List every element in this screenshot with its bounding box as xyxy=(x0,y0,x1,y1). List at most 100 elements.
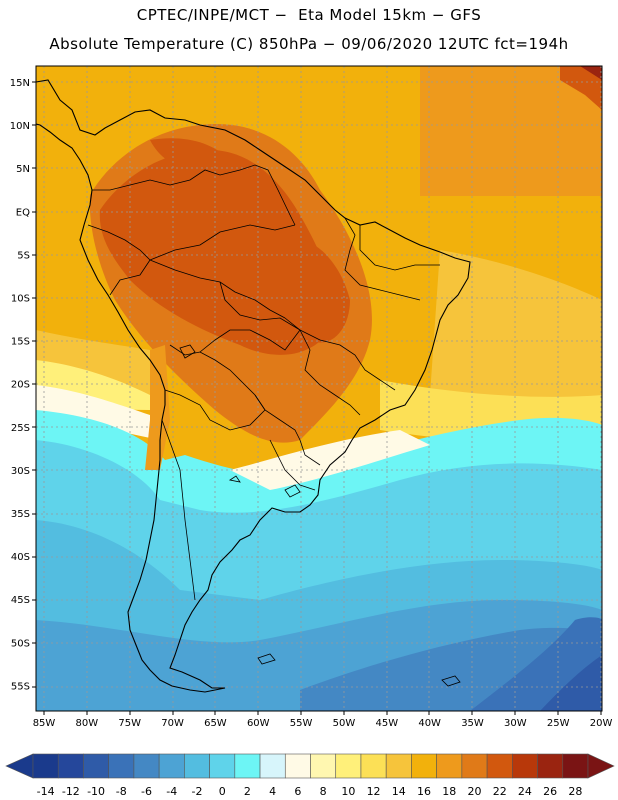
field-atlantic-yellow xyxy=(430,250,602,406)
lat-label: 30S xyxy=(11,466,30,477)
south-georgia xyxy=(441,675,461,687)
colorbar-labels: -14 -12 -10 -8 -6 -4 -2 0 2 4 6 8 10 12 14 16 18 20 22 24 26… xyxy=(37,785,583,798)
lon-label: 60W xyxy=(247,718,270,729)
lat-ticks xyxy=(32,81,36,688)
colorbar-label: 14 xyxy=(392,785,406,798)
colorbar-swatch xyxy=(310,753,337,779)
colorbar-label: 4 xyxy=(269,785,276,798)
field-ne-hot xyxy=(560,66,602,110)
lon-label: 85W xyxy=(33,718,56,729)
colorbar xyxy=(5,753,615,779)
temperature-field xyxy=(36,66,602,711)
field-pacific-cream xyxy=(36,385,160,440)
lon-label: 75W xyxy=(118,718,141,729)
lat-label: 55S xyxy=(11,681,30,692)
lon-label: 40W xyxy=(418,718,441,729)
colorbar-swatch xyxy=(486,753,513,779)
field-ne-atlantic xyxy=(420,66,602,196)
lat-label: 15S xyxy=(11,337,30,348)
lat-labels: 15N 10N 5N EQ 5S 10S 15S 20S 25S 30S 35S 40S 45S 50S 5… xyxy=(10,78,30,692)
colorbar-swatch xyxy=(32,753,59,779)
colorbar-arrow-right xyxy=(587,753,615,779)
colorbar-swatch xyxy=(385,753,412,779)
colorbar-label: 10 xyxy=(341,785,355,798)
colorbar-swatch xyxy=(537,753,564,779)
lat-label: 5N xyxy=(16,164,30,175)
colorbar-label: 22 xyxy=(493,785,507,798)
field-cold-blue6 xyxy=(540,655,602,711)
lon-label: 30W xyxy=(504,718,527,729)
lat-label: 20S xyxy=(11,380,30,391)
lon-label: 80W xyxy=(76,718,99,729)
colorbar-swatch xyxy=(133,753,160,779)
lon-labels: 85W 80W 75W 70W 65W 60W 55W 50W 45W 40W 35W 30W 25W 2… xyxy=(33,718,613,729)
field-hot-center xyxy=(279,238,350,343)
colorbar-swatch xyxy=(108,753,135,779)
colorbar-swatch xyxy=(234,753,261,779)
falklands xyxy=(257,653,276,665)
colorbar-label: -8 xyxy=(116,785,127,798)
colorbar-label: 28 xyxy=(568,785,582,798)
colorbar-swatch xyxy=(436,753,463,779)
colorbar-label: 24 xyxy=(518,785,532,798)
map-frame xyxy=(35,65,603,712)
country-borders xyxy=(87,164,440,601)
colorbar-swatch xyxy=(562,753,589,779)
colorbar-label: -12 xyxy=(62,785,80,798)
colorbar-swatch xyxy=(411,753,437,779)
lat-label: EQ xyxy=(16,207,30,218)
lat-label: 5S xyxy=(17,250,30,261)
field-hottest-interior xyxy=(99,150,333,355)
colorbar-swatch xyxy=(284,753,311,779)
lat-label: 50S xyxy=(11,638,30,649)
colorbar-label: 16 xyxy=(417,785,431,798)
lon-label: 20W xyxy=(590,718,613,729)
colorbar-label: -6 xyxy=(141,785,152,798)
colorbar-label: 0 xyxy=(219,785,226,798)
colorbar-label: 20 xyxy=(467,785,481,798)
colorbar-swatch xyxy=(209,753,236,779)
lon-label: 25W xyxy=(547,718,570,729)
lon-label: 35W xyxy=(461,718,484,729)
field-ne-hottest xyxy=(580,66,602,80)
lon-label: 55W xyxy=(290,718,313,729)
colorbar-swatch xyxy=(512,753,538,779)
field-andes-cool xyxy=(145,345,170,470)
colorbar-label: 12 xyxy=(367,785,381,798)
chart-title-line2: Absolute Temperature (C) 850hPa − 09/06/… xyxy=(49,35,569,53)
grid-lines xyxy=(36,66,602,711)
lat-label: 25S xyxy=(11,423,30,434)
field-coast-cream xyxy=(230,430,430,490)
lake-titicaca xyxy=(179,344,196,359)
lat-label: 35S xyxy=(11,509,30,520)
colorbar-swatch xyxy=(461,753,488,779)
colorbar-label: 18 xyxy=(442,785,456,798)
colorbar-label: 6 xyxy=(294,785,301,798)
colorbar-label: 26 xyxy=(543,785,557,798)
small-island xyxy=(228,475,241,483)
colorbar-swatch xyxy=(57,753,84,779)
lat-label: 10S xyxy=(11,294,30,305)
coastline-south-america xyxy=(36,79,471,693)
lat-label: 10N xyxy=(10,121,30,132)
colorbar-swatch xyxy=(83,753,109,779)
lat-label: 40S xyxy=(11,552,30,563)
lat-label: 15N xyxy=(10,78,30,89)
lon-label: 65W xyxy=(204,718,227,729)
colorbar-arrow-left xyxy=(5,753,34,779)
lon-label: 50W xyxy=(333,718,356,729)
colorbar-swatch xyxy=(360,753,387,779)
colorbar-swatch xyxy=(158,753,185,779)
colorbar-label: 8 xyxy=(320,785,327,798)
colorbar-label: -10 xyxy=(87,785,105,798)
lat-label: 45S xyxy=(11,595,30,606)
colorbar-swatch xyxy=(259,753,286,779)
colorbar-label: -2 xyxy=(191,785,202,798)
colorbar-label: -14 xyxy=(37,785,55,798)
lon-ticks xyxy=(43,711,602,715)
colorbar-swatch xyxy=(184,753,210,779)
lon-label: 45W xyxy=(375,718,398,729)
colorbar-label: 2 xyxy=(244,785,251,798)
lon-label: 70W xyxy=(161,718,184,729)
